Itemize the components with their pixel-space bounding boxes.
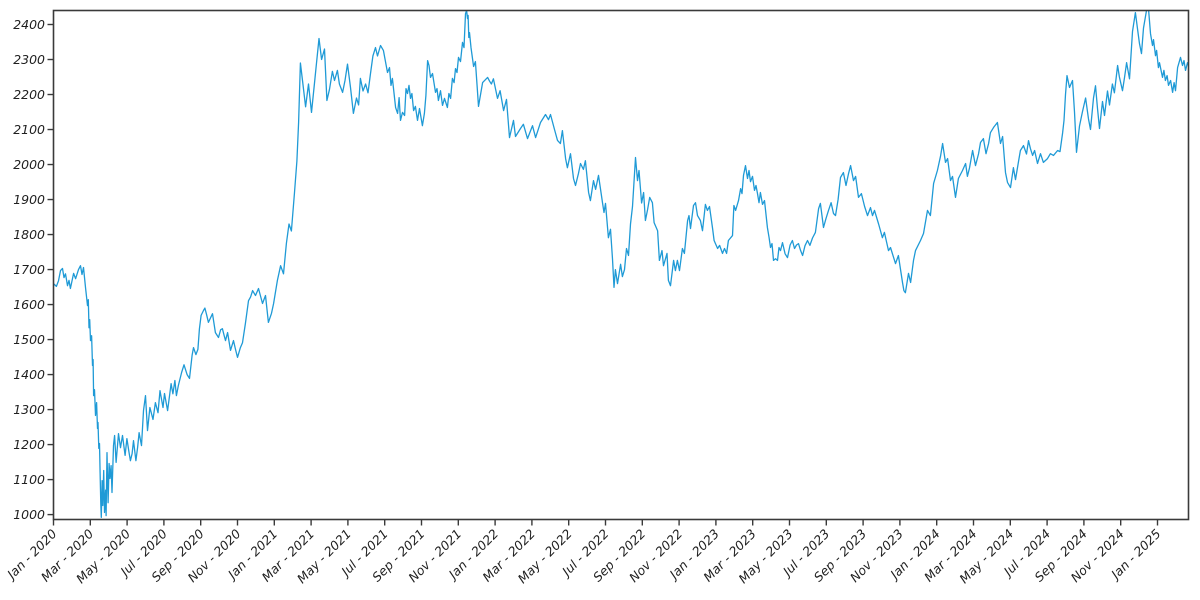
y-tick-label: 1500	[13, 332, 45, 347]
y-tick-label: 1800	[13, 227, 45, 242]
y-tick-label: 1400	[13, 367, 45, 382]
y-tick-label: 1900	[13, 192, 45, 207]
x-axis-ticks	[52, 519, 1159, 526]
price-series-line	[53, 10, 1189, 519]
axes-spines	[52, 9, 1190, 521]
y-axis-ticks	[47, 23, 54, 516]
y-axis-tick-labels: 1000 1100 1200 1300 1400 1500 1600 1700 1800 1900…	[13, 17, 45, 522]
y-tick-label: 1300	[13, 402, 45, 417]
y-tick-label: 2200	[13, 87, 45, 102]
y-tick-label: 2100	[13, 122, 45, 137]
y-tick-label: 2400	[13, 17, 45, 32]
plot-border-spines	[52, 9, 1190, 521]
y-tick-label: 1100	[13, 472, 45, 487]
y-tick-label: 2300	[13, 52, 45, 67]
y-tick-label: 1600	[13, 297, 45, 312]
y-tick-label: 1200	[13, 437, 45, 452]
y-tick-label: 1700	[13, 262, 45, 277]
y-tick-label: 1000	[13, 507, 45, 522]
y-tick-label: 2000	[13, 157, 45, 172]
series-polyline	[53, 10, 1189, 519]
